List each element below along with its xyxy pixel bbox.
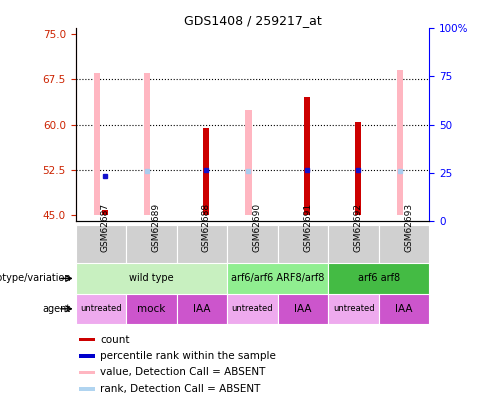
Bar: [328, 294, 379, 324]
Text: rank, Detection Call = ABSENT: rank, Detection Call = ABSENT: [101, 384, 261, 394]
Bar: [397, 70, 403, 215]
Text: value, Detection Call = ABSENT: value, Detection Call = ABSENT: [101, 367, 266, 377]
Bar: [76, 294, 126, 324]
Text: IAA: IAA: [395, 304, 413, 314]
Text: GSM62692: GSM62692: [354, 203, 363, 252]
Bar: [79, 338, 95, 341]
Bar: [76, 225, 126, 263]
Text: count: count: [101, 335, 130, 345]
Bar: [328, 225, 379, 263]
Text: arf6/arf6 ARF8/arf8: arf6/arf6 ARF8/arf8: [231, 273, 325, 283]
Bar: [304, 98, 310, 215]
Bar: [126, 225, 177, 263]
Bar: [245, 109, 251, 215]
Bar: [328, 263, 429, 294]
Bar: [79, 371, 95, 374]
Bar: [177, 225, 227, 263]
Bar: [94, 73, 100, 215]
Text: untreated: untreated: [80, 304, 122, 313]
Text: agent: agent: [42, 304, 71, 314]
Text: untreated: untreated: [333, 304, 374, 313]
Bar: [79, 354, 95, 358]
Text: mock: mock: [137, 304, 165, 314]
Text: untreated: untreated: [232, 304, 273, 313]
Text: genotype/variation: genotype/variation: [0, 273, 71, 283]
Text: percentile rank within the sample: percentile rank within the sample: [101, 351, 276, 361]
Bar: [278, 225, 328, 263]
Bar: [379, 294, 429, 324]
Bar: [144, 73, 150, 215]
Text: arf6 arf8: arf6 arf8: [358, 273, 400, 283]
Bar: [227, 225, 278, 263]
Title: GDS1408 / 259217_at: GDS1408 / 259217_at: [183, 14, 322, 27]
Text: GSM62687: GSM62687: [101, 203, 110, 252]
Text: wild type: wild type: [129, 273, 174, 283]
Bar: [379, 225, 429, 263]
Text: GSM62688: GSM62688: [202, 203, 211, 252]
Text: IAA: IAA: [193, 304, 211, 314]
Text: IAA: IAA: [294, 304, 312, 314]
Text: GSM62691: GSM62691: [303, 203, 312, 252]
Text: GSM62689: GSM62689: [151, 203, 161, 252]
Bar: [203, 128, 209, 215]
Bar: [76, 263, 227, 294]
Bar: [227, 294, 278, 324]
Bar: [126, 294, 177, 324]
Text: GSM62693: GSM62693: [404, 203, 413, 252]
Bar: [79, 387, 95, 391]
Bar: [102, 210, 108, 215]
Bar: [278, 294, 328, 324]
Bar: [177, 294, 227, 324]
Bar: [355, 122, 361, 215]
Text: GSM62690: GSM62690: [253, 203, 262, 252]
Bar: [227, 263, 328, 294]
